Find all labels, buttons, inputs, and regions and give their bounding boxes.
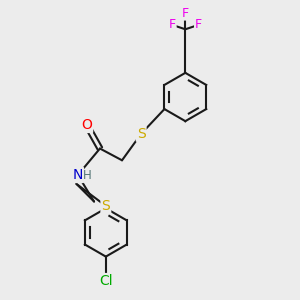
Text: F: F: [169, 18, 176, 32]
Text: S: S: [137, 127, 146, 141]
Text: F: F: [195, 18, 202, 32]
Text: H: H: [83, 169, 92, 182]
Text: F: F: [182, 7, 189, 20]
Text: N: N: [73, 168, 83, 182]
Text: O: O: [81, 118, 92, 132]
Text: S: S: [101, 199, 110, 213]
Text: Cl: Cl: [99, 274, 112, 288]
